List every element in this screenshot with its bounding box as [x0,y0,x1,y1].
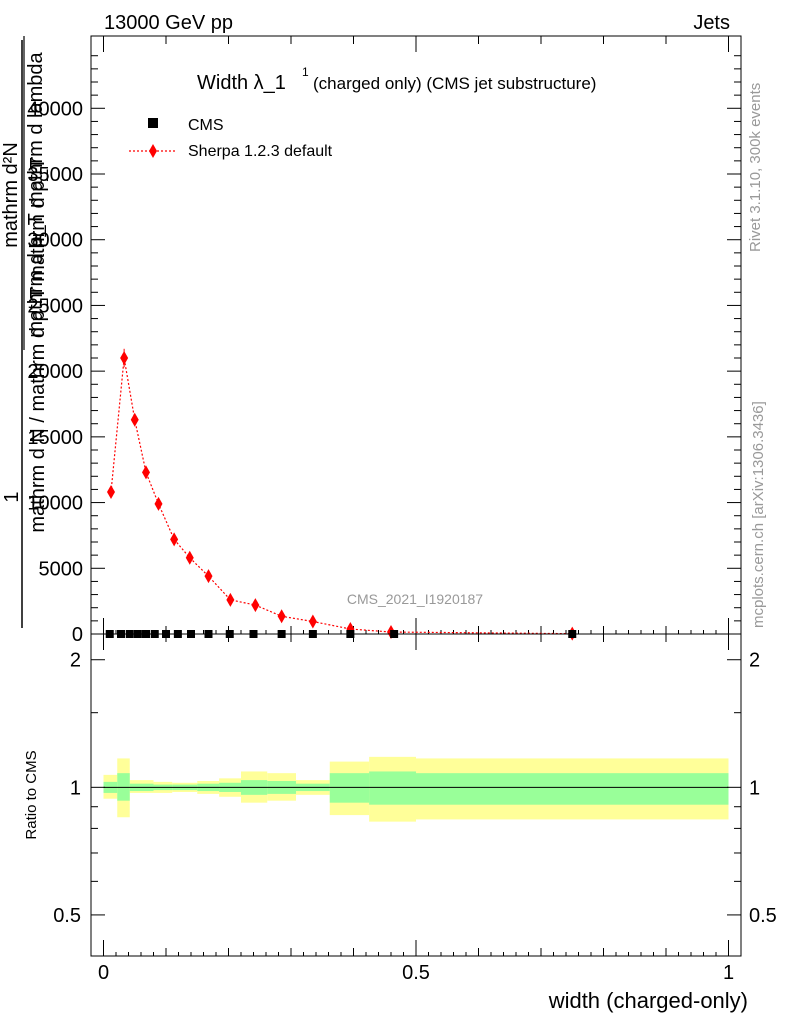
title-superscript: 1 [302,65,309,79]
sherpa-line [110,357,573,635]
x-tick-label: 1 [723,962,734,984]
ratio-y-tick-label: 2 [70,650,81,672]
sherpa-point [107,485,115,500]
energy-label: 13000 GeV pp [104,12,233,34]
y-tick-label: 10000 [27,493,83,515]
ratio-inner-band [416,773,729,805]
sherpa-point [251,598,260,613]
legend: CMS Sherpa 1.2.3 default [129,117,333,160]
ratio-y-tick-label: 0.5 [53,905,81,927]
rivet-label: Rivet 3.1.10, 300k events [747,83,764,252]
sherpa-point [185,550,194,565]
process-label: Jets [693,12,730,34]
sherpa-point [130,412,139,427]
y-label-line-3: mathrm d²N [0,142,22,248]
ratio-inner-band [369,771,416,805]
sherpa-point [204,569,213,584]
y-tick-label: 0 [72,624,83,646]
watermark: CMS_2021_I1920187 [347,591,483,607]
series-sherpa [107,348,577,641]
sherpa-point [154,496,163,511]
ratio-y-label: Ratio to CMS [23,750,40,839]
y-tick-label: 30000 [27,230,83,252]
ratio-y-tick-label: 1 [70,777,81,799]
sherpa-point [170,532,179,547]
sherpa-point [120,351,129,365]
title-main: Width λ_1 [197,72,286,94]
y-tick-label: 25000 [27,295,83,317]
x-axis-label: width (charged-only) [548,988,748,1013]
sherpa-point [277,609,286,624]
y-label-line-2: mathrm d N / mathrm d p_T mathrm d p_T [27,157,49,532]
x-tick-label: 0 [98,962,109,984]
y-tick-label: 5000 [39,558,84,580]
legend-marker-cms [148,118,158,128]
mcplots-label: mcplots.cern.ch [arXiv:1306.3436] [750,401,767,628]
y-label-line-1: 1 [1,491,23,502]
legend-label-sherpa: Sherpa 1.2.3 default [188,143,333,160]
sherpa-point [226,592,235,607]
ratio-panel: 0.5 0.5 1 1 2 2 0 0.5 1 Ratio to CMS width (cha… [23,633,777,1013]
chart-title: Width λ_1 1 (charged only) (CMS jet subs… [197,65,596,94]
y-tick-label: 40000 [27,98,83,120]
x-tick-label: 0.5 [402,962,430,984]
main-panel: 0 5000 10000 15000 20000 25000 30000 35000 40000… [27,35,742,646]
y-label-line-4: mathrm d p_T mathrm d lambda [25,51,47,337]
title-rest: (charged only) (CMS jet substructure) [313,74,596,93]
y-tick-label: 20000 [27,361,83,383]
ratio-y-tick-label-right: 0.5 [749,905,777,927]
sherpa-point [142,465,150,480]
ratio-y-tick-label-right: 1 [749,777,760,799]
ratio-y-tick-label-right: 2 [749,650,760,672]
y-tick-label: 15000 [27,427,83,449]
sherpa-point [308,614,317,629]
legend-label-cms: CMS [188,117,224,134]
y-tick-label: 35000 [27,164,83,186]
legend-marker-sherpa [149,144,157,158]
ratio-inner-band [329,773,370,803]
y-axis-label: 1 mathrm d N / mathrm d p_T mathrm d p_T… [0,36,49,628]
